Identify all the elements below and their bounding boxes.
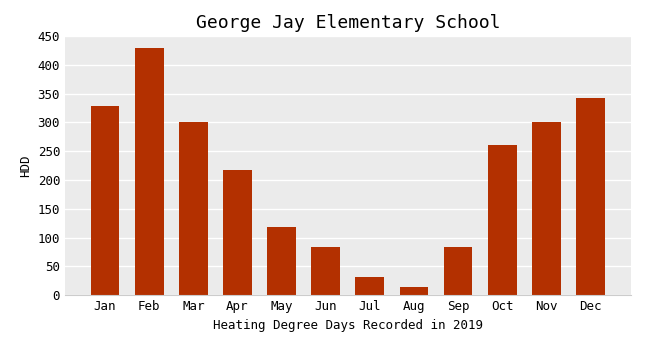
Bar [311, 247, 340, 295]
Bar [223, 170, 252, 295]
Bar [356, 277, 384, 295]
Y-axis label: HDD: HDD [19, 154, 32, 177]
Bar [488, 145, 517, 295]
Bar [267, 227, 296, 295]
Bar [576, 98, 604, 295]
Bar [444, 247, 473, 295]
Bar [532, 122, 561, 295]
Title: George Jay Elementary School: George Jay Elementary School [196, 14, 500, 32]
Bar [400, 287, 428, 295]
Bar [179, 122, 207, 295]
Bar [91, 106, 120, 295]
X-axis label: Heating Degree Days Recorded in 2019: Heating Degree Days Recorded in 2019 [213, 319, 483, 332]
Bar [135, 48, 164, 295]
